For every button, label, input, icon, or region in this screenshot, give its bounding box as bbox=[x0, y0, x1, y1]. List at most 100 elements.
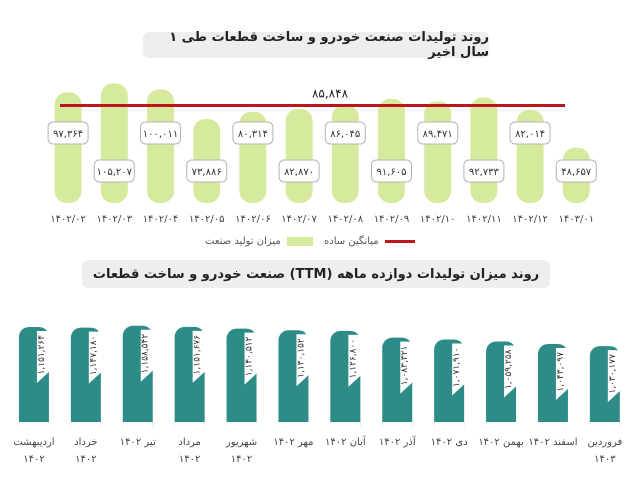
chart2-value-label: ۱,۰۷۱,۹۱۰ bbox=[452, 347, 462, 387]
chart2-title: روند میزان تولیدات دوازده ماهه (TTM) صنع… bbox=[82, 260, 550, 288]
chart2-bar-base bbox=[486, 422, 517, 436]
chart2-bar-base bbox=[18, 422, 49, 436]
chart1-x-tick-label: ۱۴۰۲/۰۴ bbox=[143, 214, 179, 225]
chart2-x-tick-label: مرداد bbox=[178, 437, 201, 448]
chart2-x-tick-label: دی ۱۴۰۲ bbox=[431, 437, 468, 448]
chart1-value-label: ۹۲,۷۳۳ bbox=[469, 167, 500, 178]
chart2-bar-notch bbox=[555, 348, 569, 401]
chart2-x-tick-label: آذر ۱۴۰۲ bbox=[379, 435, 417, 448]
chart2-bar-notch bbox=[244, 332, 258, 385]
chart1-value-box bbox=[232, 121, 274, 145]
chart2-bar-notch bbox=[504, 345, 518, 398]
chart1-value-label: ۱۰۰,۰۱۱ bbox=[143, 129, 178, 140]
chart2-value-label: ۱,۰۵۹,۲۵۸ bbox=[504, 349, 514, 389]
chart2-value-label: ۱,۱۵۸,۵۴۲ bbox=[141, 334, 151, 374]
chart1-value-label: ۸۲,۸۷۰ bbox=[284, 167, 314, 178]
chart1-value-label: ۹۷,۳۶۴ bbox=[53, 129, 83, 140]
chart1-value-label: ۸۰,۳۱۴ bbox=[238, 129, 268, 140]
chart1-x-tick-label: ۱۴۰۲/۰۹ bbox=[374, 214, 410, 225]
chart2-x-tick-label: تیر ۱۴۰۲ bbox=[120, 437, 156, 448]
chart1-value-box bbox=[186, 159, 228, 183]
chart2-x-tick-label: ۱۴۰۲ bbox=[231, 454, 252, 465]
chart1-bar bbox=[378, 98, 405, 203]
chart1-bar bbox=[100, 83, 128, 203]
chart2-bar-notch bbox=[607, 350, 621, 403]
chart1-x-tick-label: ۱۴۰۲/۱۱ bbox=[466, 214, 502, 225]
chart1-x-tick-label: ۱۴۰۲/۰۶ bbox=[235, 214, 271, 225]
chart2-value-label: ۱,۰۴۳,۰۹۷ bbox=[556, 352, 566, 392]
chart2-bar-base bbox=[382, 422, 413, 436]
legend-line-label: میانگین ساده bbox=[324, 236, 379, 247]
chart2-bar-base bbox=[278, 422, 309, 436]
chart1-bar bbox=[424, 101, 452, 203]
chart2-x-tick-label: ۱۴۰۲ bbox=[179, 454, 200, 465]
chart1-title: روند تولیدات صنعت خودرو و ساخت قطعات طی … bbox=[143, 30, 489, 60]
chart2-x-tick-label: ۱۴۰۲ bbox=[23, 454, 44, 465]
chart2-bar-base bbox=[537, 422, 568, 436]
chart1-value-box bbox=[140, 121, 181, 145]
chart1-value-box bbox=[463, 159, 505, 183]
chart2-bar-base bbox=[174, 422, 205, 436]
chart2-bar-notch bbox=[400, 341, 414, 394]
chart1-x-tick-label: ۱۴۰۳/۰۱ bbox=[558, 214, 594, 225]
chart2-x-tick-label: شهریور bbox=[225, 437, 257, 448]
chart1-x-tick-label: ۱۴۰۲/۰۲ bbox=[50, 214, 86, 225]
chart2-value-label: ۱,۱۵۱,۶۷۶ bbox=[193, 335, 203, 375]
chart1-value-label: ۱۰۵,۲۰۷ bbox=[97, 167, 133, 178]
chart1-value-label: ۷۳,۸۸۶ bbox=[192, 167, 222, 178]
chart1-value-box bbox=[324, 121, 366, 145]
chart1-average-label: ۸۵,۸۴۸ bbox=[312, 86, 349, 100]
chart2-bar-notch bbox=[36, 330, 50, 383]
chart1-value-label: ۹۱,۶۰۵ bbox=[376, 167, 406, 178]
legend-line: میانگین ساده bbox=[324, 236, 415, 247]
chart2-value-label: ۱,۰۳۰,۱۷۷ bbox=[608, 354, 618, 394]
chart1-x-tick-label: ۱۴۰۲/۱۰ bbox=[420, 214, 456, 225]
chart1-bar bbox=[285, 108, 313, 203]
legend-bars-swatch bbox=[286, 237, 313, 246]
chart2-value-label: ۱,۰۸۳,۳۲۱ bbox=[400, 346, 410, 386]
chart1-value-label: ۸۹,۴۷۱ bbox=[423, 129, 453, 140]
chart2-bar-notch bbox=[452, 343, 466, 396]
chart2-x-tick-label: خرداد bbox=[74, 437, 97, 448]
chart1-bar bbox=[147, 89, 174, 203]
chart2-bar-base bbox=[434, 422, 465, 436]
chart1-value-box bbox=[93, 159, 135, 183]
chart2-bar-notch bbox=[140, 329, 154, 382]
chart1-bar bbox=[331, 105, 359, 203]
chart1-value-box bbox=[47, 121, 89, 145]
chart2-value-label: ۱,۱۴۷,۱۸۰ bbox=[89, 336, 99, 376]
chart2-bar-notch bbox=[88, 331, 102, 384]
chart2-x-tick-label: مهر ۱۴۰۲ bbox=[273, 437, 313, 448]
chart2-x-tick-label: فروردین bbox=[587, 437, 622, 448]
chart2-bar-notch bbox=[296, 334, 310, 387]
chart2-x-tick-label: اسفند ۱۴۰۲ bbox=[528, 437, 577, 448]
chart1-value-box bbox=[417, 121, 459, 145]
chart1-x-tick-label: ۱۴۰۲/۰۸ bbox=[327, 214, 363, 225]
chart2-value-label: ۱,۱۳۰,۱۵۲ bbox=[296, 338, 306, 378]
chart2-x-tick-label: بهمن ۱۴۰۲ bbox=[478, 437, 523, 448]
chart2-value-label: ۱,۱۲۶,۸۰۰ bbox=[348, 339, 358, 379]
chart2-bar-base bbox=[122, 422, 153, 436]
chart2-x-tick-label: اردیبهشت bbox=[13, 437, 54, 448]
chart2-bar-notch bbox=[192, 330, 206, 383]
chart2-bar-base bbox=[589, 422, 620, 436]
chart2-bar-base bbox=[226, 422, 257, 436]
chart1-bar bbox=[470, 97, 498, 203]
legend-bars: میزان تولید صنعت bbox=[205, 236, 313, 247]
chart1-x-tick-label: ۱۴۰۲/۱۲ bbox=[512, 214, 548, 225]
chart1-x-tick-label: ۱۴۰۲/۰۳ bbox=[96, 214, 132, 225]
legend-line-swatch bbox=[384, 240, 415, 243]
chart2-bar-base bbox=[70, 422, 101, 436]
chart2-x-tick-label: آبان ۱۴۰۲ bbox=[325, 435, 367, 448]
chart1-value-box bbox=[278, 159, 320, 183]
chart1-value-box bbox=[555, 159, 597, 183]
chart1-value-label: ۴۸,۶۵۷ bbox=[561, 167, 592, 178]
chart1-value-label: ۸۶,۰۴۵ bbox=[330, 129, 360, 140]
chart1-value-box bbox=[371, 159, 412, 183]
legend-bars-label: میزان تولید صنعت bbox=[205, 236, 281, 247]
chart1-value-box bbox=[509, 121, 551, 145]
chart2-x-tick-label: ۱۴۰۲ bbox=[75, 454, 96, 465]
chart1-x-tick-label: ۱۴۰۲/۰۵ bbox=[189, 214, 225, 225]
chart2-value-label: ۱,۱۴۰,۵۱۲ bbox=[245, 336, 255, 376]
